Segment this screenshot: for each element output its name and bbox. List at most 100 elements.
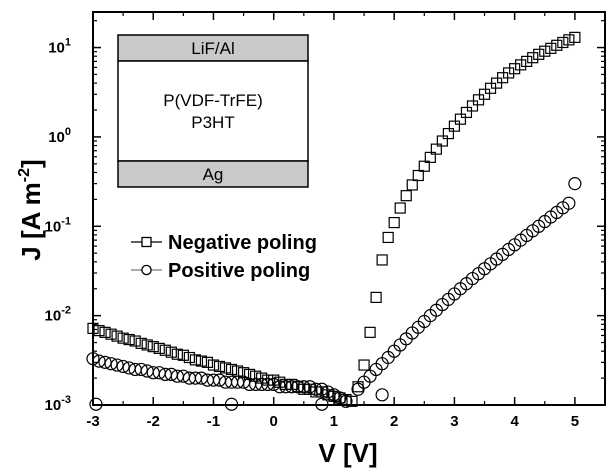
legend: Negative poling Positive poling — [131, 232, 317, 282]
legend-marker-square — [141, 236, 152, 248]
data-point-square — [460, 106, 473, 119]
legend-label-positive: Positive poling — [168, 260, 310, 282]
y-axis-title-sup: -2 — [16, 168, 33, 182]
data-point-square — [478, 88, 491, 100]
y-axis-title-end: ] — [16, 159, 46, 168]
y-tick-label-base: 10 — [45, 397, 62, 414]
inset-bottom-layer-label: Ag — [203, 165, 224, 184]
data-point-circle — [89, 397, 103, 411]
data-point-square — [442, 127, 454, 140]
data-point-square — [424, 151, 436, 163]
data-point-circle — [315, 397, 329, 411]
data-point-square — [539, 45, 551, 57]
data-point-circle — [375, 388, 389, 402]
data-point-circle — [321, 385, 335, 399]
legend-marker-circle — [141, 264, 152, 276]
y-tick-label-exponent: -1 — [61, 215, 71, 227]
data-point-square — [213, 360, 226, 373]
data-point-square — [545, 42, 557, 54]
data-point-square — [165, 346, 177, 358]
data-point-square — [412, 169, 424, 182]
data-point-square — [219, 362, 232, 374]
data-point-square — [521, 55, 533, 68]
data-point-square — [129, 335, 141, 347]
data-point-square — [340, 393, 352, 406]
x-tick-label: -2 — [147, 413, 160, 430]
data-point-square — [201, 356, 214, 368]
data-point-square — [509, 63, 521, 75]
y-tick-label-base: 10 — [48, 40, 65, 57]
data-point-circle — [339, 394, 353, 408]
y-tick-label-exponent: 1 — [65, 37, 71, 49]
x-axis-title: V [V] — [318, 438, 377, 468]
data-point-square — [117, 332, 129, 344]
data-point-square — [557, 36, 569, 49]
data-point-square — [388, 216, 400, 229]
data-point-square — [533, 48, 545, 60]
data-point-circle — [224, 397, 239, 411]
inset-bottom-layer — [117, 160, 309, 188]
inset-middle-layer — [117, 60, 309, 162]
data-point-circle — [86, 352, 100, 366]
legend-label-negative: Negative poling — [168, 232, 317, 254]
y-tick-label: 10-3 — [45, 394, 71, 414]
data-point-circle — [104, 357, 118, 371]
data-point-circle — [315, 382, 329, 396]
axis-ticks — [92, 12, 605, 406]
data-point-square — [370, 291, 382, 303]
data-point-square — [159, 344, 171, 356]
data-point-square — [569, 31, 581, 43]
data-point-square — [563, 34, 575, 46]
y-tick-label: 10-1 — [45, 215, 71, 235]
data-point-square — [141, 339, 153, 351]
data-point-square — [292, 381, 304, 393]
data-point-circle — [98, 355, 112, 369]
x-tick-label: -1 — [207, 413, 220, 430]
data-point-circle — [568, 177, 582, 191]
data-point-square — [237, 367, 250, 379]
x-tick-labels: -3 -2 -1 0 1 2 3 4 5 — [86, 413, 579, 430]
inset-middle-label-line1: P(VDF-TrFE) — [163, 91, 262, 110]
data-markers — [86, 31, 582, 411]
data-point-square — [551, 39, 563, 51]
data-point-square — [225, 363, 238, 376]
y-axis-title-main: J [A m — [16, 182, 46, 261]
data-point-square — [189, 354, 201, 366]
x-tick-label: 4 — [510, 413, 519, 430]
y-tick-label-base: 10 — [48, 129, 65, 146]
data-point-square — [364, 326, 376, 338]
y-tick-label-base: 10 — [45, 308, 62, 325]
data-point-square — [195, 355, 208, 367]
y-tick-label: 10-2 — [45, 305, 71, 325]
data-point-square — [503, 67, 515, 79]
data-point-square — [346, 395, 358, 407]
inset-top-layer-label: LiF/Al — [191, 39, 234, 58]
data-point-square — [135, 337, 147, 349]
data-point-square — [466, 100, 479, 112]
data-point-square — [250, 370, 262, 382]
x-tick-label: -3 — [86, 413, 99, 430]
data-point-square — [400, 190, 412, 202]
data-point-circle — [110, 358, 124, 372]
data-point-square — [171, 348, 183, 360]
x-tick-label: 1 — [330, 413, 338, 430]
data-point-square — [448, 120, 461, 132]
data-point-square — [382, 231, 394, 244]
legend-entry-positive: Positive poling — [131, 260, 310, 282]
data-point-square — [183, 351, 195, 364]
data-point-square — [418, 160, 430, 172]
data-point-square — [406, 179, 418, 191]
data-point-circle — [351, 382, 365, 396]
data-point-square — [99, 326, 111, 338]
y-axis-title: J [A m-2] — [16, 159, 46, 260]
data-point-square — [123, 333, 135, 346]
inset-middle-label-line2: P3HT — [191, 113, 234, 132]
data-point-circle — [327, 388, 341, 402]
y-tick-label-exponent: -2 — [61, 305, 71, 317]
x-tick-label: 3 — [450, 413, 458, 430]
data-point-square — [111, 330, 123, 342]
x-tick-label: 0 — [270, 413, 278, 430]
y-tick-label-exponent: 0 — [65, 126, 71, 138]
y-tick-label-base: 10 — [45, 218, 62, 235]
